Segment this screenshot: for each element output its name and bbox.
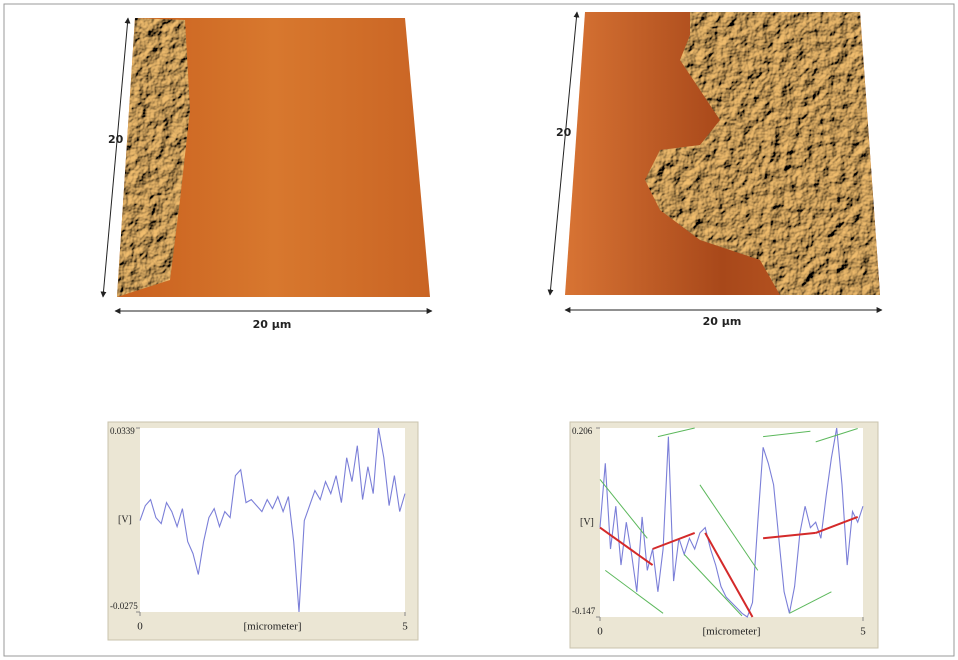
- image-side-label: 20: [556, 126, 572, 139]
- page: 20 20 µm 20 20 µm -0.0275 0.0339 0 5 [V] [mic…: [0, 0, 958, 660]
- y-tick-label: -0.0275: [110, 601, 138, 611]
- y-tick-label: 0.206: [572, 426, 593, 436]
- plot-area: [140, 428, 405, 612]
- plot-area: [600, 428, 863, 617]
- image-side-label: 20: [108, 133, 124, 146]
- x-axis-label: [micrometer]: [243, 621, 301, 633]
- image-bottom-label: 20 µm: [703, 315, 742, 328]
- x-tick-label: 0: [137, 621, 143, 633]
- x-axis-label: [micrometer]: [702, 626, 760, 638]
- y-tick-label: -0.147: [572, 606, 596, 616]
- x-tick-label: 0: [597, 626, 603, 638]
- x-tick-label: 5: [402, 621, 408, 633]
- y-axis-label: [V]: [118, 514, 132, 525]
- figure: 20 20 µm 20 20 µm -0.0275 0.0339 0 5 [V] [mic…: [0, 0, 958, 660]
- y-axis-label: [V]: [580, 517, 594, 528]
- y-tick-label: 0.0339: [110, 426, 135, 436]
- image-bottom-label: 20 µm: [253, 318, 292, 331]
- x-tick-label: 5: [860, 626, 866, 638]
